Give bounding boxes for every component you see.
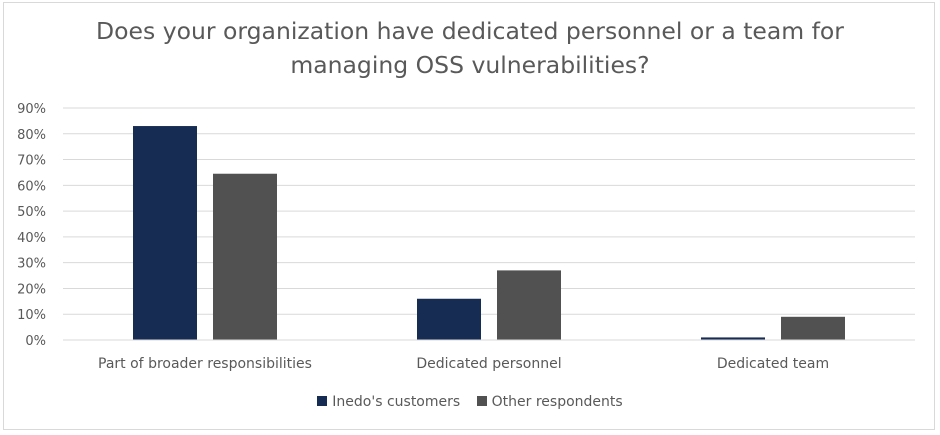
bar xyxy=(781,316,845,340)
bar xyxy=(417,298,481,340)
y-tick-label: 20% xyxy=(17,282,46,297)
legend-swatch-other xyxy=(476,396,487,406)
y-tick-label: 60% xyxy=(17,179,46,194)
chart-title-line-2: managing OSS vulnerabilities? xyxy=(290,51,650,79)
y-tick-label: 10% xyxy=(17,308,46,323)
y-tick-label: 40% xyxy=(17,231,46,246)
legend: Inedo's customers Other respondents xyxy=(0,394,940,410)
legend-item-inedo: Inedo's customers xyxy=(317,394,460,410)
y-tick-label: 0% xyxy=(25,334,46,349)
bar xyxy=(497,270,561,340)
bar xyxy=(701,337,765,340)
x-category-label: Part of broader responsibilities xyxy=(98,356,312,372)
y-tick-label: 50% xyxy=(17,205,46,220)
legend-swatch-inedo xyxy=(317,396,328,406)
legend-label-inedo: Inedo's customers xyxy=(332,394,461,410)
y-tick-label: 80% xyxy=(17,128,46,143)
legend-label-other: Other respondents xyxy=(491,394,623,410)
x-category-label: Dedicated team xyxy=(717,356,829,372)
bar xyxy=(133,126,197,341)
y-tick-label: 90% xyxy=(17,102,46,117)
chart-title: Does your organization have dedicated pe… xyxy=(0,14,940,82)
y-tick-label: 30% xyxy=(17,257,46,272)
bar xyxy=(213,173,277,340)
chart-title-line-1: Does your organization have dedicated pe… xyxy=(96,17,844,45)
y-tick-label: 70% xyxy=(17,154,46,169)
legend-item-other: Other respondents xyxy=(476,394,623,410)
x-category-label: Dedicated personnel xyxy=(416,356,561,372)
